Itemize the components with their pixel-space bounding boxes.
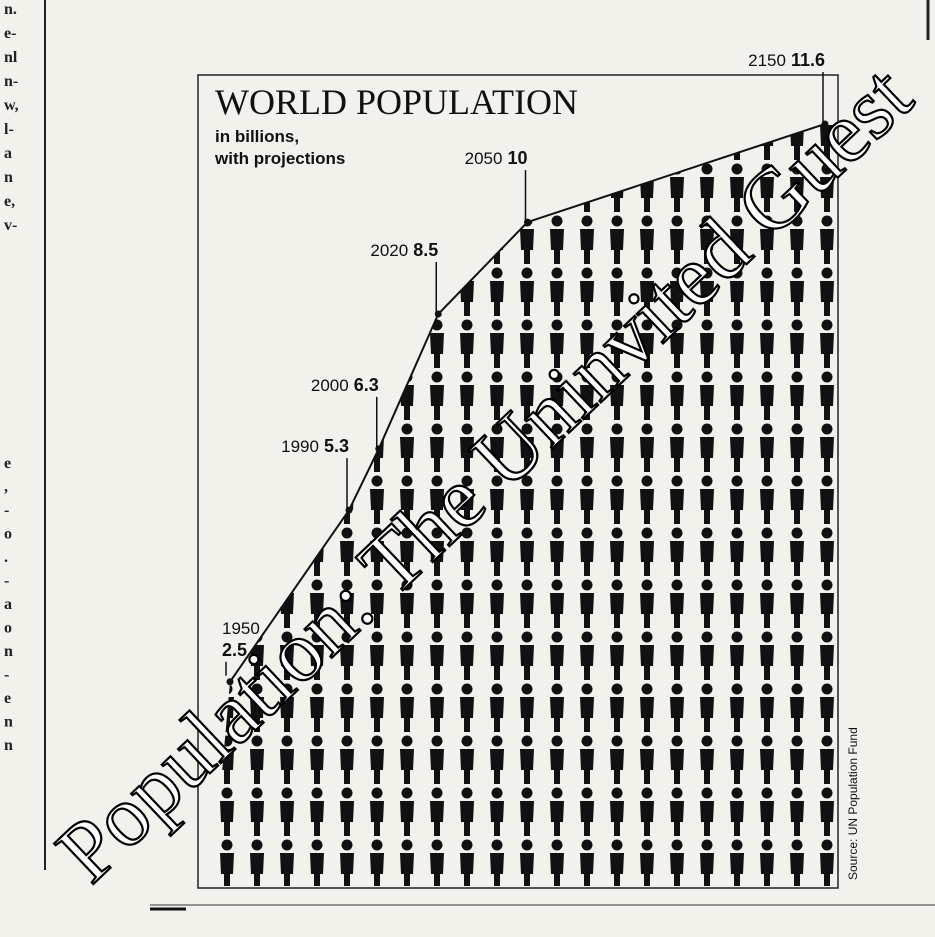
margin-fragment: - [4, 667, 9, 684]
value-label: 5.3 [324, 436, 349, 456]
value-label: 11.6 [791, 50, 825, 70]
chart-title: WORLD POPULATION [215, 82, 578, 122]
value-label: 6.3 [354, 375, 379, 395]
margin-fragment: . [4, 549, 8, 566]
margin-fragment: n [4, 169, 13, 186]
chart-subtitle: with projections [214, 149, 345, 168]
year-label: 2050 [465, 149, 503, 168]
margin-fragment: - [4, 573, 9, 590]
margin-fragment: nl [4, 49, 18, 66]
value-label: 10 [507, 148, 527, 168]
margin-fragment: e [4, 455, 11, 472]
source-note: Source: UN Population Fund [846, 727, 860, 880]
margin-fragment: o [4, 526, 12, 543]
point-label: 2020 8.5 [370, 240, 438, 260]
margin-fragment: o [4, 620, 12, 637]
margin-fragment: n [4, 643, 13, 660]
value-label: 8.5 [413, 240, 438, 260]
margin-fragment: l- [4, 121, 14, 138]
margin-fragment: a [4, 596, 12, 613]
margin-fragment: e, [4, 193, 15, 210]
year-label: 1990 [281, 437, 319, 456]
chart-subtitle: in billions, [215, 127, 299, 146]
year-label: 2020 [370, 241, 408, 260]
margin-fragment: , [4, 479, 8, 496]
point-label: 2000 6.3 [311, 375, 379, 395]
margin-fragment: n- [4, 73, 18, 90]
margin-fragment: e [4, 690, 11, 707]
year-label: 2000 [311, 376, 349, 395]
clipping: WORLD POPULATION in billions, with proje… [0, 0, 935, 937]
point-label: 1990 5.3 [281, 436, 349, 456]
margin-fragment: a [4, 145, 12, 162]
margin-fragment: n [4, 737, 13, 754]
margin-fragment: n. [4, 1, 17, 18]
margin-fragment: w, [4, 97, 19, 114]
margin-fragment: e- [4, 25, 16, 42]
margin-fragment: - [4, 502, 9, 519]
margin-fragment: n [4, 714, 13, 731]
margin-fragment: v- [4, 217, 17, 234]
year-label: 2150 [748, 51, 786, 70]
